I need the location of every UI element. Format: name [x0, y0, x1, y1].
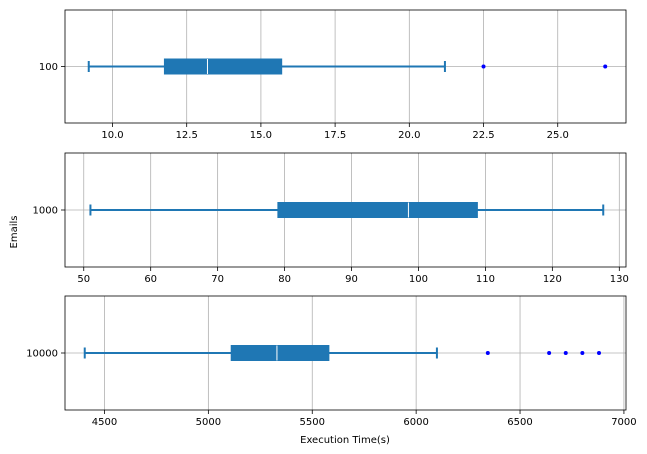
boxplot-panels: 10.0 12.5 15.0 17.5 20.0 22.5 25.0 100 50 60 70 80 9… [26, 9, 637, 428]
iqr-box [230, 345, 330, 361]
x-tick-label: 15.0 [250, 130, 272, 141]
y-category-label: 10000 [26, 349, 58, 360]
outlier-point [603, 64, 608, 69]
x-tick-label: 70 [211, 274, 224, 285]
x-tick-label: 7000 [611, 417, 636, 428]
outlier-point [485, 351, 490, 355]
x-tick-label: 5500 [300, 417, 325, 428]
x-tick-label: 90 [345, 274, 358, 285]
panel-3: 4500 5000 5500 6000 6500 7000 10000 [26, 295, 637, 428]
iqr-box [277, 202, 478, 218]
x-tick-label: 80 [278, 274, 291, 285]
x-tick-label: 5000 [196, 417, 221, 428]
outlier-point [596, 351, 601, 355]
x-tick-label: 20.0 [398, 130, 420, 141]
x-tick-label: 6000 [403, 417, 428, 428]
x-tick-label: 100 [409, 274, 428, 285]
y-category-label: 100 [39, 62, 58, 73]
panel-1: 10.0 12.5 15.0 17.5 20.0 22.5 25.0 100 [39, 9, 627, 141]
x-tick-label: 120 [543, 274, 562, 285]
x-tick-label: 110 [476, 274, 495, 285]
x-tick-label: 50 [77, 274, 90, 285]
outlier-point [580, 351, 585, 355]
panel-2: 50 60 70 80 90 100 110 120 130 1000 [33, 152, 629, 285]
x-tick-label: 130 [610, 274, 629, 285]
iqr-box [163, 58, 283, 75]
outlier-point [481, 64, 486, 69]
x-tick-label: 60 [144, 274, 157, 285]
x-axis-label: Execution Time(s) [300, 435, 390, 446]
x-tick-label: 6500 [507, 417, 532, 428]
y-category-label: 1000 [33, 206, 58, 217]
x-tick-label: 12.5 [176, 130, 198, 141]
outlier-point [563, 351, 568, 355]
x-tick-label: 4500 [92, 417, 117, 428]
x-tick-label: 25.0 [547, 130, 569, 141]
shared-y-axis-label: Emails [9, 216, 20, 249]
outlier-point [547, 351, 552, 355]
x-tick-label: 10.0 [101, 130, 123, 141]
x-tick-label: 22.5 [472, 130, 494, 141]
x-tick-label: 17.5 [324, 130, 346, 141]
